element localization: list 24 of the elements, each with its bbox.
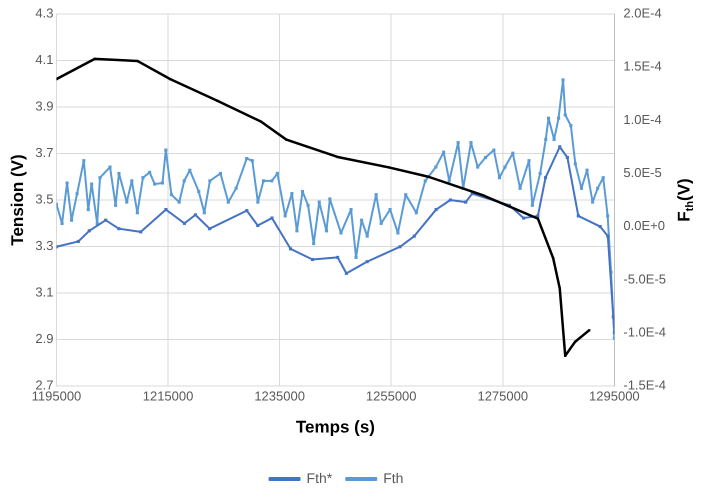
y-axis-title: Tension (V) [8,154,27,246]
y2-axis-title: Fth(V) [674,178,696,222]
y2-tick-label: 0.0E+0 [623,218,665,234]
x-tick-label: 1235000 [254,388,305,404]
x-tick-label: 1275000 [477,388,528,404]
y-tick-label: 4.1 [35,52,54,68]
y2-tick-label: -5.0E-5 [623,271,666,286]
y-tick-label: 3.5 [35,192,54,207]
y-tick-label: 2.9 [35,331,54,346]
y-tick-label: 3.1 [35,284,54,300]
y2-tick-label: 1.0E-4 [623,112,662,127]
legend-label: Fth [383,470,404,486]
y2-tick-label: 2.0E-4 [623,6,662,21]
y2-tick-label: -1.0E-4 [623,324,666,340]
y2-tick-label: 5.0E-5 [623,165,662,180]
legend-label: Fth* [306,470,333,486]
y-tick-label: 3.7 [35,145,54,160]
y2-tick-label: 1.5E-4 [623,58,662,74]
x-axis-title: Temps (s) [296,417,375,436]
y-tick-label: 3.3 [35,238,54,254]
x-tick-label: 1255000 [366,388,417,404]
x-tick-label: 1215000 [142,388,194,404]
y-tick-label: 4.3 [35,6,54,21]
y-tick-label: 3.9 [35,98,54,114]
